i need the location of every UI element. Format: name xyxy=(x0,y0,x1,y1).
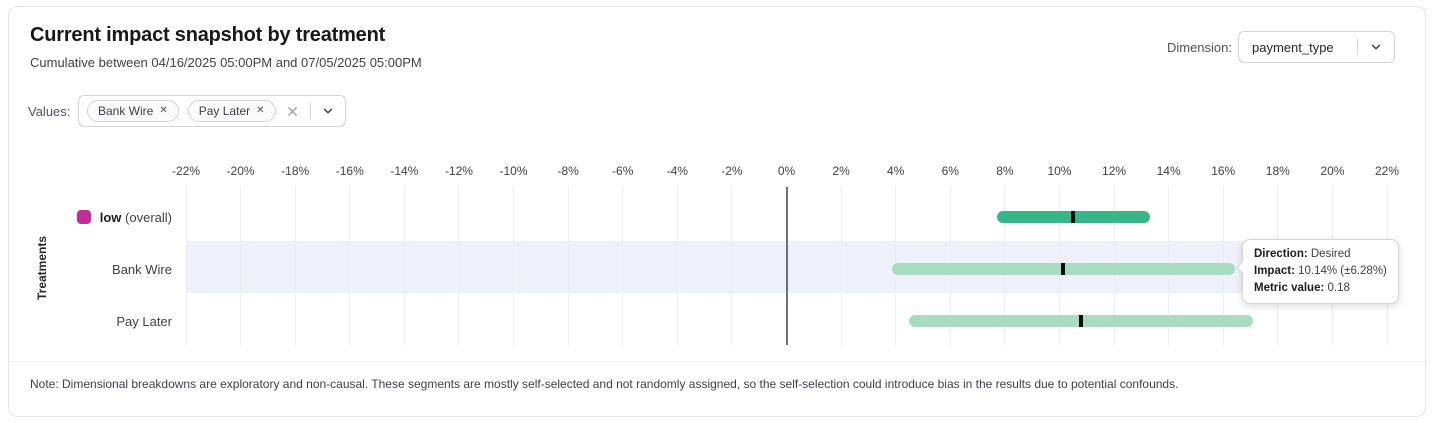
axis-tick-label: 22% xyxy=(1374,164,1400,178)
gridline xyxy=(240,187,242,345)
axis-tick-label: 0% xyxy=(777,164,796,178)
values-divider xyxy=(310,103,311,119)
gridline xyxy=(458,187,460,345)
axis-tick-label: -18% xyxy=(281,164,310,178)
axis-tick-label: 8% xyxy=(996,164,1014,178)
dimension-selected-value: payment_type xyxy=(1252,39,1334,55)
tooltip-metric-label: Metric value: xyxy=(1254,282,1325,294)
legend-swatch xyxy=(76,210,91,224)
gridline xyxy=(731,187,733,345)
axis-tick-label: 6% xyxy=(941,164,959,178)
axis-tick-label: -14% xyxy=(390,164,419,178)
tooltip-metric-row: Metric value: 0.18 xyxy=(1254,280,1387,297)
tooltip-direction-label: Direction: xyxy=(1254,248,1308,260)
dimension-label: Dimension: xyxy=(1166,40,1232,55)
footer-divider xyxy=(9,361,1425,362)
axis-tick-label: 14% xyxy=(1156,164,1181,178)
filter-chip[interactable]: Pay Later ✕ xyxy=(187,100,276,122)
chips-container: Bank Wire ✕ Pay Later ✕ xyxy=(87,100,285,122)
axis-tick-label: -2% xyxy=(721,164,743,178)
impact-point-marker xyxy=(1079,315,1084,327)
axis-tick-label: -16% xyxy=(335,164,364,178)
row-label-text: low xyxy=(99,209,122,225)
gridline xyxy=(567,187,569,345)
filter-chip[interactable]: Bank Wire ✕ xyxy=(87,100,179,122)
row-label: low (overall) xyxy=(30,208,172,226)
page-title: Current impact snapshot by treatment xyxy=(30,24,386,46)
axis-tick-label: -8% xyxy=(557,164,579,178)
axis-tick-label: 12% xyxy=(1102,164,1127,178)
values-label: Values: xyxy=(28,104,71,119)
gridline xyxy=(513,187,515,345)
axis-tick-label: -6% xyxy=(612,164,634,178)
row-label: Pay Later xyxy=(30,312,172,330)
axis-tick-label: -10% xyxy=(499,164,528,178)
gridline xyxy=(294,187,296,345)
axis-tick-label: -20% xyxy=(226,164,255,178)
gridline xyxy=(185,187,187,345)
values-multiselect[interactable]: Bank Wire ✕ Pay Later ✕ xyxy=(78,95,346,127)
dimension-select[interactable]: payment_type xyxy=(1238,31,1395,63)
row-label-text: (overall) xyxy=(121,209,172,225)
chip-remove-icon[interactable]: ✕ xyxy=(159,105,168,116)
bar-tooltip: Direction: Desired Impact: 10.14% (±6.28… xyxy=(1236,239,1399,304)
axis-tick-label: -22% xyxy=(171,164,200,178)
filter-chip-label: Pay Later xyxy=(198,104,251,118)
impact-point-marker xyxy=(1071,211,1076,223)
axis-tick-label: 4% xyxy=(887,164,905,178)
row-label-text: Pay Later xyxy=(116,313,172,329)
impact-bar[interactable] xyxy=(891,263,1235,275)
axis-tick-label: -4% xyxy=(666,164,688,178)
zero-axis-line xyxy=(786,187,788,345)
gridline xyxy=(622,187,624,345)
tooltip-metric-value: 0.18 xyxy=(1327,282,1350,294)
select-divider xyxy=(1357,39,1358,55)
tooltip-impact-row: Impact: 10.14% (±6.28%) xyxy=(1254,263,1387,280)
gridline xyxy=(403,187,405,345)
row-label-text: Bank Wire xyxy=(112,261,172,277)
chevron-down-icon[interactable] xyxy=(1358,40,1394,54)
filter-chip-label: Bank Wire xyxy=(98,104,154,118)
tooltip-impact-label: Impact: xyxy=(1254,265,1295,277)
axis-tick-label: -12% xyxy=(444,164,473,178)
gridline xyxy=(676,187,678,345)
gridline xyxy=(349,187,351,345)
axis-tick-label: 18% xyxy=(1265,164,1290,178)
tooltip-direction-value: Desired xyxy=(1310,248,1351,260)
axis-tick-label: 2% xyxy=(832,164,850,178)
tooltip-impact-value: 10.14% (±6.28%) xyxy=(1298,265,1387,277)
footnote: Note: Dimensional breakdowns are explora… xyxy=(30,377,1179,391)
tooltip-direction-row: Direction: Desired xyxy=(1254,246,1387,263)
clear-all-icon[interactable] xyxy=(285,104,300,119)
row-label: Bank Wire xyxy=(30,260,172,278)
axis-tick-label: 16% xyxy=(1211,164,1236,178)
chip-remove-icon[interactable]: ✕ xyxy=(256,105,265,116)
chevron-down-icon[interactable] xyxy=(321,104,335,118)
axis-tick-label: 20% xyxy=(1320,164,1345,178)
snapshot-card xyxy=(8,6,1426,417)
gridline xyxy=(840,187,842,345)
impact-bar[interactable] xyxy=(909,315,1254,327)
values-controls xyxy=(285,103,335,119)
axis-tick-label: 10% xyxy=(1047,164,1072,178)
impact-bar[interactable] xyxy=(996,211,1150,223)
impact-point-marker xyxy=(1061,263,1066,275)
date-range-subtitle: Cumulative between 04/16/2025 05:00PM an… xyxy=(30,55,422,70)
